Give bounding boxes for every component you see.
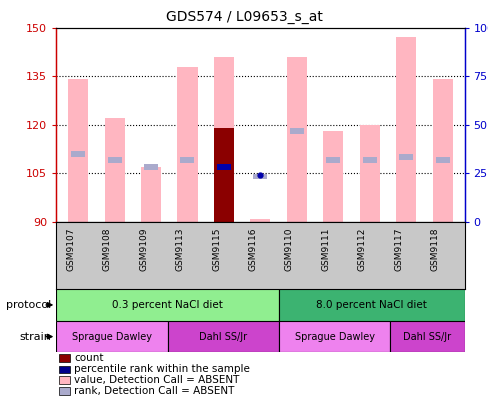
Bar <box>217 164 230 170</box>
Text: percentile rank within the sample: percentile rank within the sample <box>74 364 249 375</box>
Text: GSM9107: GSM9107 <box>66 227 75 270</box>
Bar <box>104 118 124 222</box>
Bar <box>359 125 379 222</box>
Text: GDS574 / L09653_s_at: GDS574 / L09653_s_at <box>166 10 322 24</box>
Bar <box>389 321 464 352</box>
Bar <box>59 354 70 362</box>
Text: Dahl SS/Jr: Dahl SS/Jr <box>403 331 450 342</box>
Text: 8.0 percent NaCl diet: 8.0 percent NaCl diet <box>316 300 427 310</box>
Bar <box>56 289 278 321</box>
Text: rank, Detection Call = ABSENT: rank, Detection Call = ABSENT <box>74 386 234 396</box>
Text: GSM9117: GSM9117 <box>393 227 403 270</box>
Bar <box>435 157 449 163</box>
Bar <box>177 67 197 222</box>
Bar <box>323 131 343 222</box>
Text: 0.3 percent NaCl diet: 0.3 percent NaCl diet <box>112 300 223 310</box>
Text: GSM9112: GSM9112 <box>357 227 366 270</box>
Text: protocol: protocol <box>6 300 51 310</box>
Bar <box>180 157 194 163</box>
Bar <box>56 321 167 352</box>
Bar <box>213 57 233 222</box>
Bar <box>362 157 376 163</box>
Bar <box>432 80 452 222</box>
Bar <box>286 57 306 222</box>
Bar <box>398 154 412 160</box>
Text: GSM9115: GSM9115 <box>212 227 221 270</box>
Text: GSM9109: GSM9109 <box>139 227 148 270</box>
Text: Sprague Dawley: Sprague Dawley <box>294 331 374 342</box>
Text: count: count <box>74 353 103 363</box>
Text: GSM9111: GSM9111 <box>321 227 330 270</box>
Bar <box>141 167 161 222</box>
Bar <box>59 387 70 395</box>
Bar <box>59 376 70 384</box>
Bar <box>395 38 415 222</box>
Text: GSM9116: GSM9116 <box>248 227 257 270</box>
Text: GSM9113: GSM9113 <box>175 227 184 270</box>
Bar <box>213 128 233 222</box>
Text: GSM9108: GSM9108 <box>102 227 111 270</box>
Bar <box>68 80 88 222</box>
Bar <box>167 321 278 352</box>
Text: GSM9110: GSM9110 <box>285 227 293 270</box>
Text: Sprague Dawley: Sprague Dawley <box>72 331 152 342</box>
Text: Dahl SS/Jr: Dahl SS/Jr <box>199 331 247 342</box>
Text: value, Detection Call = ABSENT: value, Detection Call = ABSENT <box>74 375 239 385</box>
Text: GSM9118: GSM9118 <box>430 227 439 270</box>
Bar <box>289 128 303 134</box>
Bar <box>278 321 389 352</box>
Bar <box>59 366 70 373</box>
Text: strain: strain <box>20 331 51 342</box>
Bar <box>71 151 85 157</box>
Bar <box>253 173 267 179</box>
Bar <box>325 157 340 163</box>
Bar <box>143 164 158 170</box>
Bar <box>107 157 122 163</box>
Bar <box>250 219 270 222</box>
Bar <box>278 289 464 321</box>
